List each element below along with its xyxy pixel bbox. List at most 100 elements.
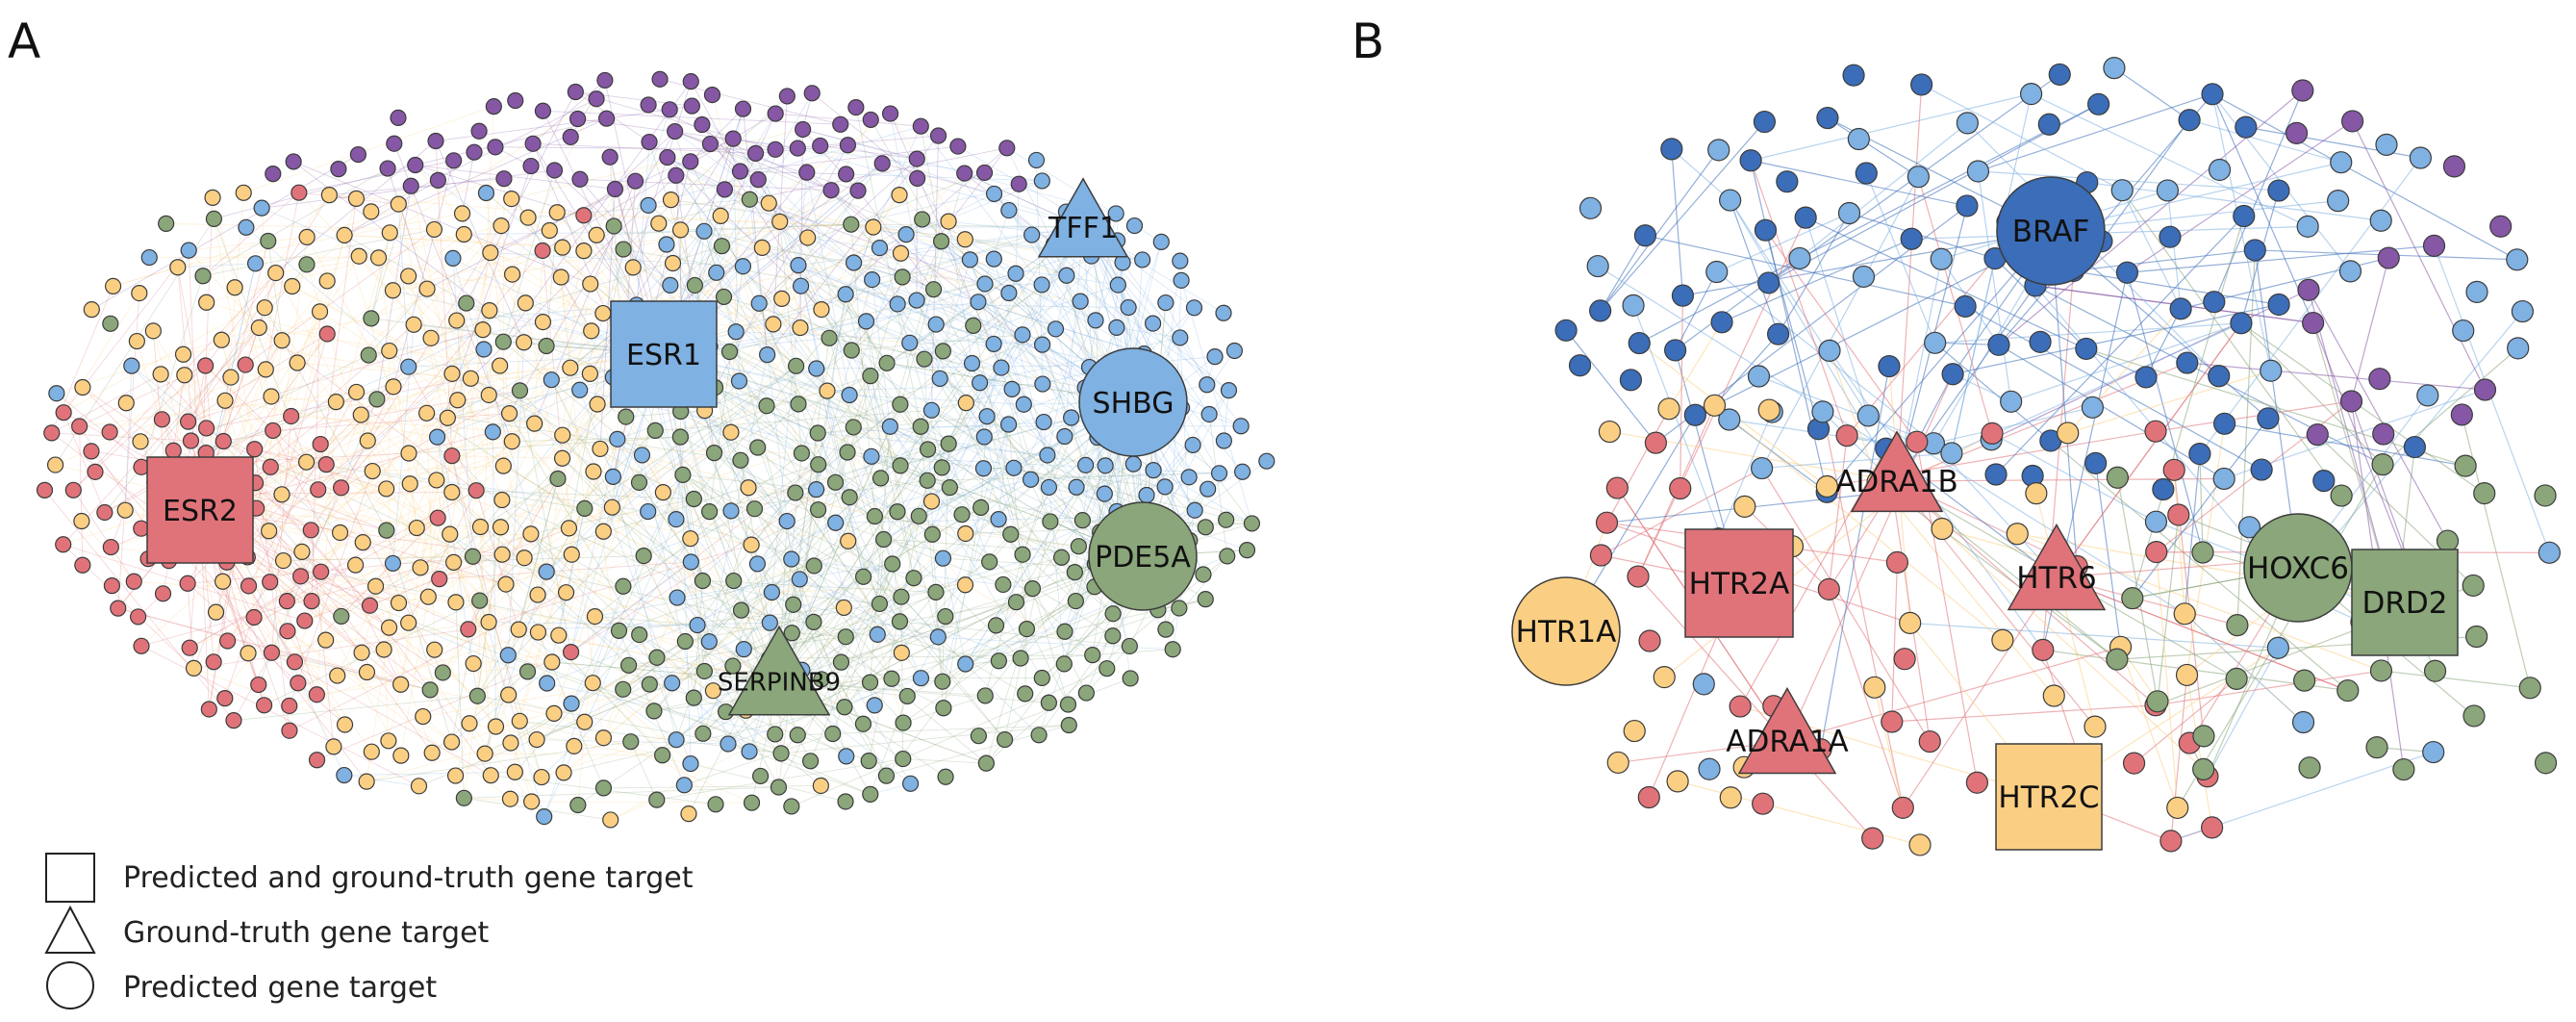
gene-node <box>747 144 765 162</box>
network-edge <box>1778 213 1851 335</box>
gene-node <box>1753 110 1777 134</box>
network-edge <box>189 490 477 649</box>
network-edge <box>696 465 901 626</box>
network-edge <box>79 426 84 566</box>
network-edge <box>806 172 850 396</box>
gene-node <box>748 555 767 573</box>
network-edge <box>723 296 800 580</box>
gene-node <box>533 768 550 786</box>
network-edge <box>871 279 1023 336</box>
gene-node <box>2462 704 2486 728</box>
gene-node <box>2365 736 2388 759</box>
gene-node <box>2167 503 2190 526</box>
network-edge <box>850 223 1084 228</box>
network-edge <box>802 129 918 160</box>
gene-node <box>2454 454 2477 477</box>
gene-node <box>1906 430 1929 453</box>
gene-node <box>2534 752 2558 775</box>
network-edge <box>291 286 471 379</box>
network-edge <box>2224 422 2466 467</box>
network-edge <box>729 272 1017 352</box>
gene-node <box>1077 456 1095 473</box>
gene-node <box>586 607 604 626</box>
network-edge <box>778 561 990 682</box>
gene-node <box>2159 225 2182 248</box>
gene-node <box>197 357 215 374</box>
network-edge <box>577 118 798 149</box>
gene-node <box>302 522 319 539</box>
network-edge <box>287 630 511 800</box>
gene-node <box>1900 227 1923 250</box>
gene-node <box>358 773 375 790</box>
gene-node <box>418 280 436 297</box>
gene-node <box>812 777 829 795</box>
network-edge <box>297 362 471 379</box>
network-edge <box>643 511 710 556</box>
network-edge <box>1941 528 2205 770</box>
gene-node <box>1164 641 1181 658</box>
network-edge <box>682 473 937 593</box>
network-edge <box>866 320 915 578</box>
network-edge <box>541 625 698 778</box>
network-edge <box>270 416 292 653</box>
gene-node <box>905 570 922 587</box>
network-edge <box>366 721 585 782</box>
gene-circle-shbg <box>1078 347 1188 457</box>
gene-node <box>2226 614 2249 637</box>
gene-node <box>863 447 880 465</box>
network-edge <box>2199 453 2204 553</box>
gene-node <box>671 428 689 446</box>
network-edge <box>1964 305 2262 471</box>
gene-node <box>448 312 466 329</box>
gene-node <box>2237 516 2261 539</box>
network-edge <box>1891 562 1898 723</box>
network-edge <box>902 668 1107 759</box>
network-edge <box>397 203 503 500</box>
gene-node <box>682 553 699 571</box>
gene-node <box>919 472 936 489</box>
gene-node <box>682 530 699 548</box>
network-edge <box>476 395 490 697</box>
network-edge <box>188 333 328 422</box>
gene-node <box>352 406 369 423</box>
network-edge <box>817 432 922 678</box>
gene-node <box>510 621 527 638</box>
gene-node <box>2042 684 2065 707</box>
network-edge <box>693 580 703 699</box>
gene-node <box>1703 394 1727 417</box>
gene-node <box>716 181 734 198</box>
network-edge <box>418 671 705 787</box>
network-edge <box>845 247 880 295</box>
gene-node <box>1087 312 1104 329</box>
network-edge <box>986 226 1084 417</box>
legend-square-label: Predicted and ground-truth gene target <box>123 861 694 895</box>
network-edge <box>796 92 813 149</box>
gene-node <box>283 407 300 425</box>
network-edge <box>622 516 875 690</box>
gene-node <box>1022 471 1040 488</box>
gene-node <box>664 675 681 692</box>
gene-node <box>256 299 273 317</box>
gene-node <box>2103 57 2126 80</box>
network-edge <box>791 558 1025 695</box>
network-edge <box>378 257 559 479</box>
network-edge <box>451 252 492 456</box>
network-edge <box>1600 121 1765 312</box>
gene-node <box>1664 339 1687 362</box>
gene-node <box>480 613 497 631</box>
gene-square-drd2 <box>2351 549 2459 656</box>
gene-node <box>467 482 485 499</box>
gene-node <box>410 778 428 795</box>
gene-node <box>648 791 666 808</box>
network-edge <box>964 239 1032 480</box>
gene-node <box>783 625 800 642</box>
gene-node <box>1030 727 1048 744</box>
network-edge <box>512 274 520 391</box>
network-edge <box>140 373 162 529</box>
network-edge <box>275 272 368 442</box>
gene-node <box>1173 271 1190 289</box>
gene-node <box>185 659 203 677</box>
gene-node <box>555 764 572 781</box>
network-edge <box>791 558 847 757</box>
network-edge <box>452 258 473 557</box>
